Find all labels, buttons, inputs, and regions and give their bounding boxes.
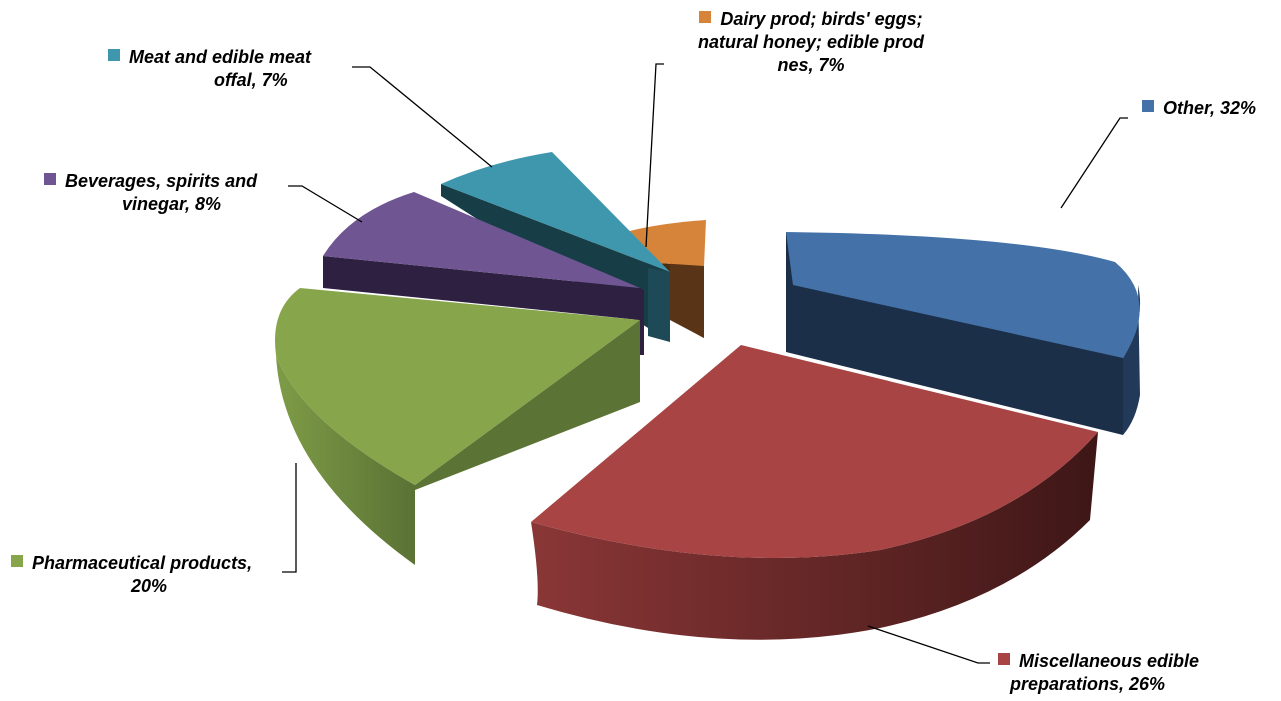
- label-pharma-line2: 20%: [131, 576, 168, 596]
- leader-line-other: [1060, 117, 1128, 209]
- label-pharma-line1: Pharmaceutical products,: [32, 553, 253, 573]
- leader-lines: [282, 63, 1128, 664]
- label-dairy: Dairy prod; birds' eggs; natural honey; …: [666, 8, 956, 77]
- pie-slice-beverages: [323, 192, 644, 355]
- legend-swatch-dairy: [699, 11, 712, 23]
- legend-swatch-other: [1142, 100, 1154, 112]
- slice-top: [531, 345, 1098, 559]
- leader-line-meat: [352, 66, 493, 168]
- slice-top: [275, 288, 640, 485]
- label-pharmaceutical: Pharmaceutical products, 20%: [11, 552, 252, 598]
- label-dairy-line1: Dairy prod; birds' eggs;: [720, 9, 923, 29]
- leader-line-misc: [867, 625, 990, 664]
- label-beverages-line2: vinegar, 8%: [122, 194, 222, 214]
- label-dairy-line3: nes, 7%: [777, 55, 845, 75]
- label-meat-line1: Meat and edible meat: [129, 47, 312, 67]
- leader-line-dairy: [645, 63, 664, 248]
- pie-slice-other: [786, 232, 1141, 435]
- label-other: Other, 32%: [1142, 97, 1256, 120]
- label-beverages: Beverages, spirits and vinegar, 8%: [44, 170, 257, 216]
- label-meat: Meat and edible meat offal, 7%: [108, 46, 311, 92]
- label-dairy-line2: natural honey; edible prod: [697, 32, 925, 52]
- slice-outer-wall: [531, 432, 1098, 640]
- leader-line-beverages: [288, 185, 363, 223]
- slice-outer-wall: [1123, 285, 1141, 435]
- slice-top: [323, 192, 640, 288]
- label-meat-line2: offal, 7%: [214, 70, 288, 90]
- label-misc: Miscellaneous edible preparations, 26%: [998, 650, 1199, 696]
- label-other-text: Other, 32%: [1163, 98, 1257, 118]
- leader-line-pharma: [282, 463, 297, 573]
- label-misc-line2: preparations, 26%: [1010, 674, 1166, 694]
- slice-top: [786, 232, 1140, 358]
- slice-wall-front: [640, 288, 644, 355]
- slice-wall-right: [415, 320, 640, 490]
- pie-slice-pharmaceutical: [275, 288, 640, 565]
- legend-swatch-pharmaceutical: [11, 555, 23, 567]
- label-misc-line1: Miscellaneous edible: [1019, 651, 1200, 671]
- label-beverages-line1: Beverages, spirits and: [65, 171, 258, 191]
- slice-wall-front: [648, 268, 670, 342]
- legend-swatch-beverages: [44, 173, 56, 185]
- slice-wall: [323, 256, 640, 320]
- legend-swatch-meat: [108, 49, 120, 61]
- slice-outer-wall: [276, 355, 415, 565]
- pie-slice-misc: [531, 345, 1098, 640]
- slice-wall: [670, 250, 704, 338]
- legend-swatch-misc: [998, 653, 1010, 665]
- slice-top: [441, 152, 670, 272]
